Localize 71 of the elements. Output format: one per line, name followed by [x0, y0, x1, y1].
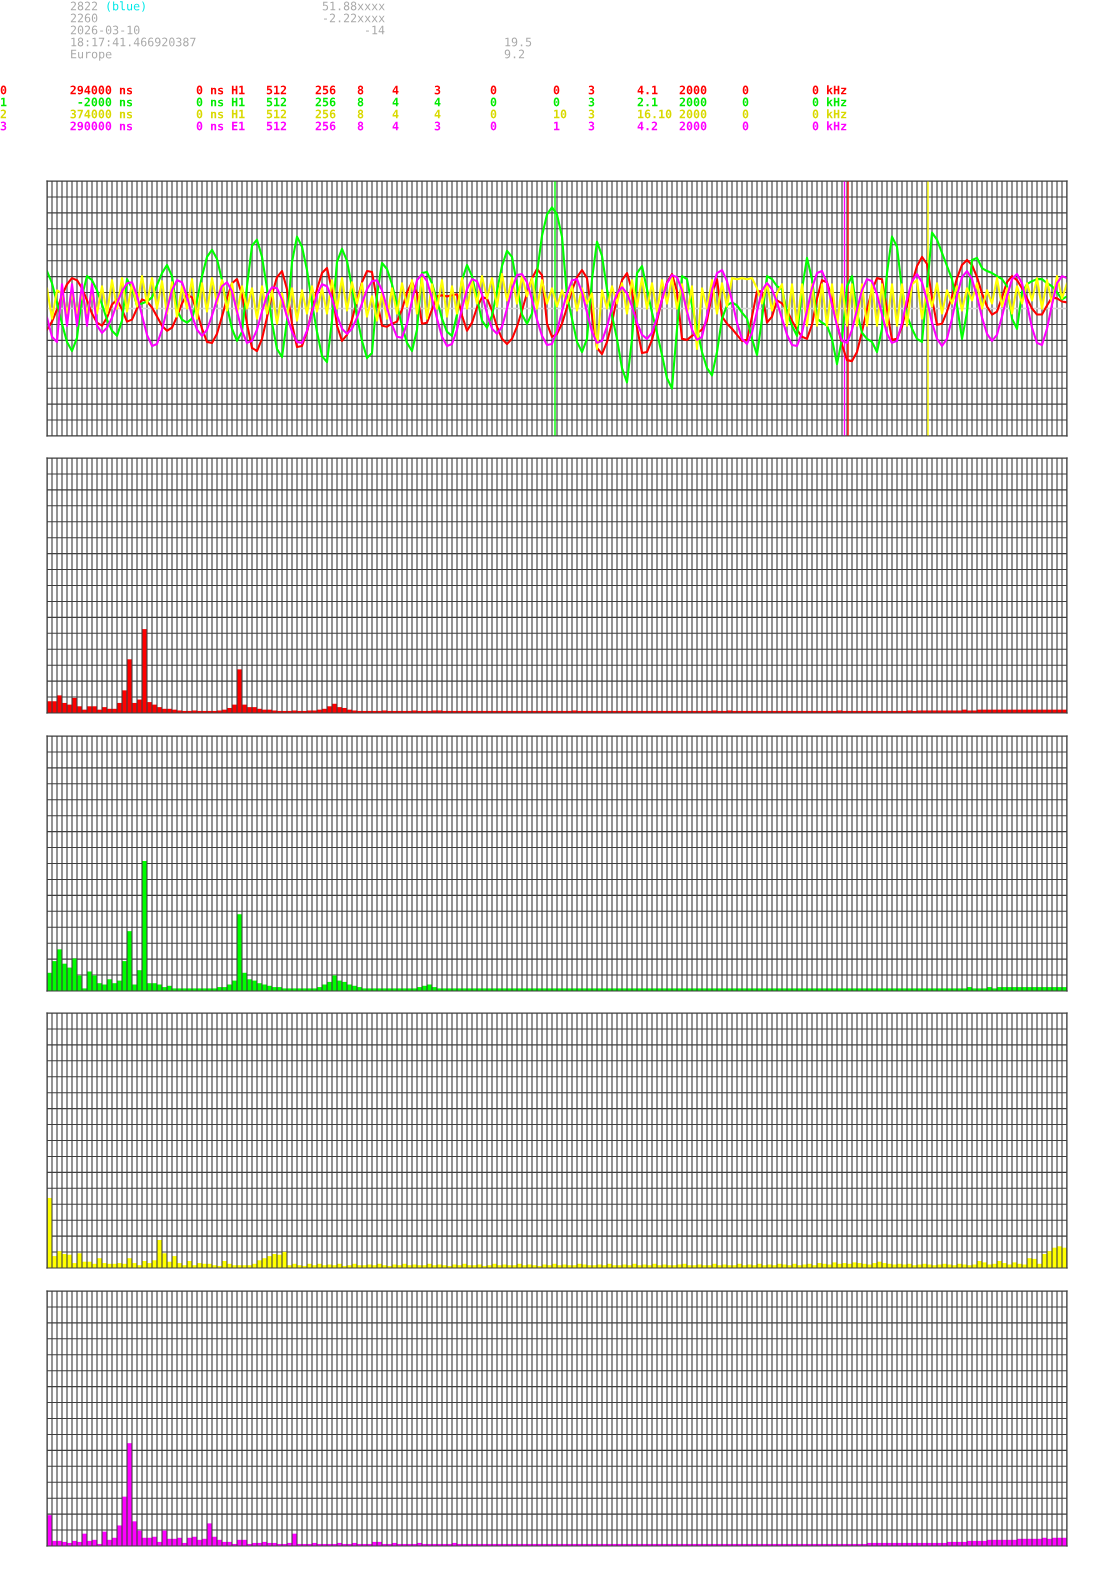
text: 0 — [742, 121, 749, 131]
text: 4 — [434, 97, 441, 107]
text: Europe — [71, 49, 112, 61]
text: 4 — [392, 121, 399, 131]
text: 0 — [742, 85, 749, 95]
text: 256 — [315, 109, 336, 119]
text: 512 — [266, 97, 287, 107]
text: 0 ns E1 — [196, 121, 245, 131]
text: 2000 — [679, 109, 707, 119]
text: 8 — [357, 85, 364, 95]
text: 2000 — [679, 85, 707, 95]
text: 0 kHz — [812, 97, 847, 107]
text: 2000 — [679, 121, 707, 131]
text: 0 — [742, 109, 749, 119]
text: 0 — [490, 97, 497, 107]
text: 8 — [357, 121, 364, 131]
text: 3 — [588, 85, 595, 95]
text: 3 — [588, 97, 595, 107]
text: 2260 — [70, 13, 98, 23]
text: 1 — [1, 97, 7, 107]
text: 2822 — [70, 1, 98, 11]
text: 374000 ns — [70, 109, 133, 119]
text: 2 — [0, 109, 7, 119]
text: 2.1 — [637, 97, 658, 107]
text: 0 kHz — [812, 109, 847, 119]
text: 512 — [266, 109, 287, 119]
text: 4.1 — [637, 85, 658, 95]
text: 8 — [357, 97, 364, 107]
text: -2.22xxxx — [324, 13, 385, 23]
text: 512 — [266, 85, 287, 95]
text: (blue) — [107, 1, 145, 12]
text: 0 — [490, 109, 497, 119]
text: 0 — [490, 121, 497, 131]
text: 10 — [554, 109, 567, 119]
text: 0 — [0, 85, 7, 95]
text: 16.10 — [638, 109, 672, 119]
text: 0 ns H1 — [196, 97, 245, 107]
text: 19.5 — [505, 37, 532, 47]
text: 4 — [392, 109, 399, 119]
text: 4.2 — [637, 121, 658, 131]
text: -14 — [365, 25, 385, 35]
text: 8 — [357, 109, 364, 119]
text: 0 — [553, 85, 560, 95]
text: 3 — [434, 121, 441, 131]
text: -2000 ns — [78, 97, 133, 107]
text: 0 kHz — [812, 85, 847, 95]
text: 0 kHz — [812, 121, 847, 131]
text: 2026-03-10 — [70, 25, 140, 35]
text: 3 — [588, 109, 595, 119]
text: 512 — [266, 121, 287, 131]
text: 18:17:41.466920387 — [71, 37, 196, 47]
text: 0 — [490, 85, 497, 95]
text: 0 — [742, 97, 749, 107]
text: 3 — [588, 121, 595, 131]
text: 256 — [315, 97, 336, 107]
text: 2000 — [679, 97, 707, 107]
text: 0 ns H1 — [196, 85, 245, 95]
text: 294000 ns — [70, 85, 133, 95]
text: 0 — [553, 97, 560, 107]
text: 51.88xxxx — [322, 1, 385, 11]
text: 1 — [554, 121, 560, 131]
text: 256 — [315, 85, 336, 95]
text: 3 — [0, 121, 7, 131]
text: 3 — [434, 85, 441, 95]
text: 4 — [392, 85, 399, 95]
text: 0 ns H1 — [196, 109, 245, 119]
text: 256 — [315, 121, 336, 131]
text: 4 — [392, 97, 399, 107]
text: 9.2 — [504, 49, 525, 59]
text: 290000 ns — [70, 121, 133, 131]
text: 4 — [434, 109, 441, 119]
